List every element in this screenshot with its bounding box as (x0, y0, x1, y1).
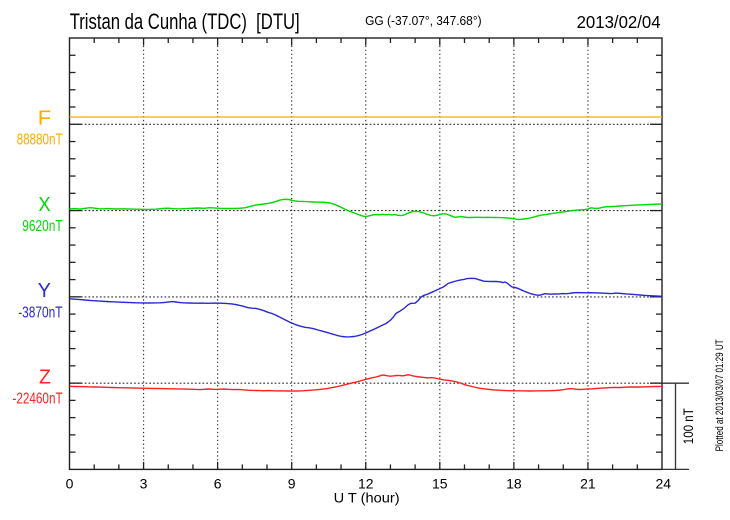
svg-text:0: 0 (66, 476, 74, 492)
svg-text:6: 6 (214, 476, 222, 492)
svg-text:9: 9 (288, 476, 296, 492)
svg-text:-22460nT: -22460nT (13, 391, 63, 408)
svg-text:Tristan da Cunha (TDC) [DTU]: Tristan da Cunha (TDC) [DTU] (70, 9, 300, 34)
svg-text:88880nT: 88880nT (17, 131, 63, 148)
svg-text:9620nT: 9620nT (22, 218, 62, 235)
svg-text:15: 15 (432, 476, 448, 492)
svg-text:F: F (38, 107, 51, 129)
svg-text:X: X (38, 194, 50, 216)
svg-text:2013/02/04: 2013/02/04 (577, 12, 661, 32)
svg-text:24: 24 (656, 476, 672, 492)
svg-text:18: 18 (506, 476, 522, 492)
svg-text:21: 21 (580, 476, 596, 492)
svg-text:12: 12 (358, 476, 374, 492)
svg-text:U T (hour): U T (hour) (334, 489, 400, 505)
svg-text:Plotted at 2013/03/07 01:29 UT: Plotted at 2013/03/07 01:29 UT (714, 339, 726, 451)
svg-text:Z: Z (39, 367, 51, 389)
svg-text:Y: Y (38, 280, 51, 302)
svg-text:-3870nT: -3870nT (18, 305, 63, 322)
svg-text:GG (-37.07°, 347.68°): GG (-37.07°, 347.68°) (365, 13, 482, 28)
svg-text:100 nT: 100 nT (680, 408, 696, 444)
svg-text:3: 3 (140, 476, 148, 492)
